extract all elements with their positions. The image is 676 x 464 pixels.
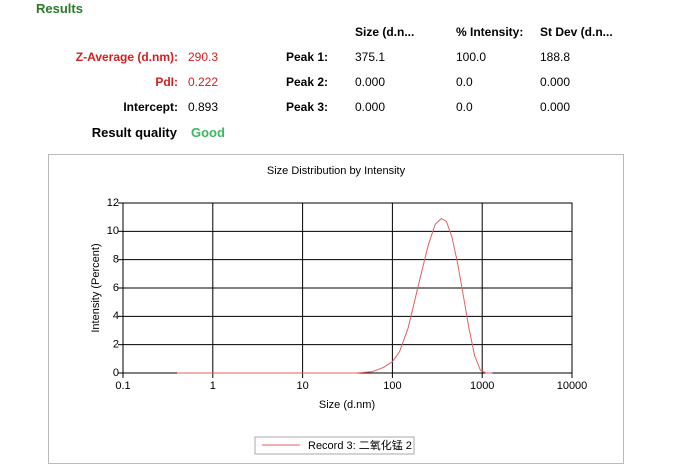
- y-tick-label: 2: [113, 339, 119, 351]
- column-header: Size (d.n...: [355, 25, 415, 39]
- quality-value: Good: [191, 125, 225, 140]
- y-tick-label: 10: [107, 225, 119, 237]
- x-tick-label: 1000: [470, 380, 494, 392]
- y-tick-label: 6: [113, 282, 119, 294]
- y-tick-label: 8: [113, 254, 119, 266]
- y-axis-label: Intensity (Percent): [90, 243, 102, 332]
- peak-cell: 188.8: [540, 50, 571, 64]
- x-tick-label: 0.1: [115, 380, 130, 392]
- legend-label: Record 3: 二氧化锰 2: [308, 438, 412, 452]
- summary-label: Z-Average (d.nm):: [75, 50, 178, 64]
- x-axis-label: Size (d.nm): [319, 399, 375, 411]
- peak-cell: 0.000: [355, 100, 386, 114]
- summary-value: 0.222: [188, 75, 219, 89]
- x-tick-label: 1: [210, 380, 216, 392]
- peak-cell: 0.000: [540, 75, 571, 89]
- peak-cell: 375.1: [355, 50, 386, 64]
- results-title: Results: [36, 1, 83, 16]
- peak-cell: 0.0: [456, 100, 473, 114]
- summary-value: 290.3: [188, 50, 219, 64]
- y-tick-label: 4: [113, 310, 119, 322]
- summary-value: 0.893: [188, 100, 219, 114]
- summary-label: PdI:: [155, 75, 178, 89]
- x-tick-label: 10000: [557, 380, 588, 392]
- chart-title: Size Distribution by Intensity: [267, 165, 406, 177]
- data-line: [177, 217, 493, 374]
- x-tick-label: 10: [296, 380, 308, 392]
- x-tick-label: 100: [383, 380, 401, 392]
- summary-label: Intercept:: [123, 100, 178, 114]
- column-header: % Intensity:: [456, 25, 524, 39]
- quality-label: Result quality: [91, 125, 177, 140]
- peak-cell: 0.000: [355, 75, 386, 89]
- peak-cell: 100.0: [456, 50, 487, 64]
- peak-label: Peak 1:: [285, 50, 328, 64]
- peak-label: Peak 2:: [285, 75, 328, 89]
- legend-box: [254, 436, 415, 455]
- peak-cell: 0.000: [540, 100, 571, 114]
- peak-label: Peak 3:: [285, 100, 328, 114]
- y-tick-label: 0: [113, 367, 119, 379]
- peak-cell: 0.0: [456, 75, 473, 89]
- y-tick-label: 12: [107, 197, 119, 209]
- column-header: St Dev (d.n...: [540, 25, 613, 39]
